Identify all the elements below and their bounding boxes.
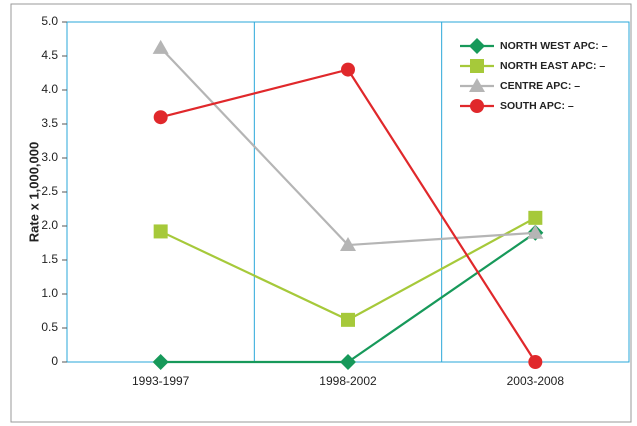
- series-line: [160, 231, 536, 364]
- y-tick-label: 4.0: [41, 82, 58, 96]
- marker: [341, 312, 355, 327]
- y-tick-label: 2.5: [41, 184, 58, 198]
- y-tick-label: 3.0: [41, 150, 58, 164]
- y-tick-label: 1.0: [41, 286, 58, 300]
- marker: [340, 354, 356, 370]
- series-line: [160, 216, 536, 322]
- y-tick-label: 5.0: [41, 14, 58, 28]
- marker: [152, 39, 169, 54]
- legend-label: SOUTH APC: –: [500, 100, 574, 112]
- frame: [10, 3, 632, 423]
- legend-marker: [470, 99, 484, 113]
- y-tick-label: 3.5: [41, 116, 58, 130]
- marker: [153, 110, 168, 125]
- legend-marker: [469, 78, 485, 92]
- legend-label: NORTH WEST APC: –: [500, 40, 608, 52]
- marker: [152, 354, 169, 370]
- marker: [528, 355, 543, 369]
- marker: [153, 224, 168, 239]
- y-tick-label: 0.5: [41, 320, 58, 334]
- y-tick-label: 1.5: [41, 252, 58, 266]
- legend-label: CENTRE APC: –: [500, 80, 580, 92]
- x-tick-label: 2003-2008: [507, 374, 565, 388]
- marker: [528, 210, 543, 225]
- y-tick-label: 2.0: [41, 218, 58, 232]
- x-tick-label: 1993-1997: [132, 374, 190, 388]
- y-axis-label: Rate x 1,000,000: [26, 142, 41, 242]
- y-tick-label: 4.5: [41, 48, 58, 62]
- marker: [341, 62, 355, 77]
- legend-marker: [469, 38, 485, 54]
- legend-marker: [470, 59, 484, 73]
- legend-label: NORTH EAST APC: –: [500, 60, 605, 72]
- marker: [527, 224, 544, 239]
- marker: [340, 237, 356, 252]
- y-tick-label: 0: [51, 354, 58, 368]
- series-line: [159, 47, 536, 247]
- x-tick-label: 1998-2002: [319, 374, 377, 388]
